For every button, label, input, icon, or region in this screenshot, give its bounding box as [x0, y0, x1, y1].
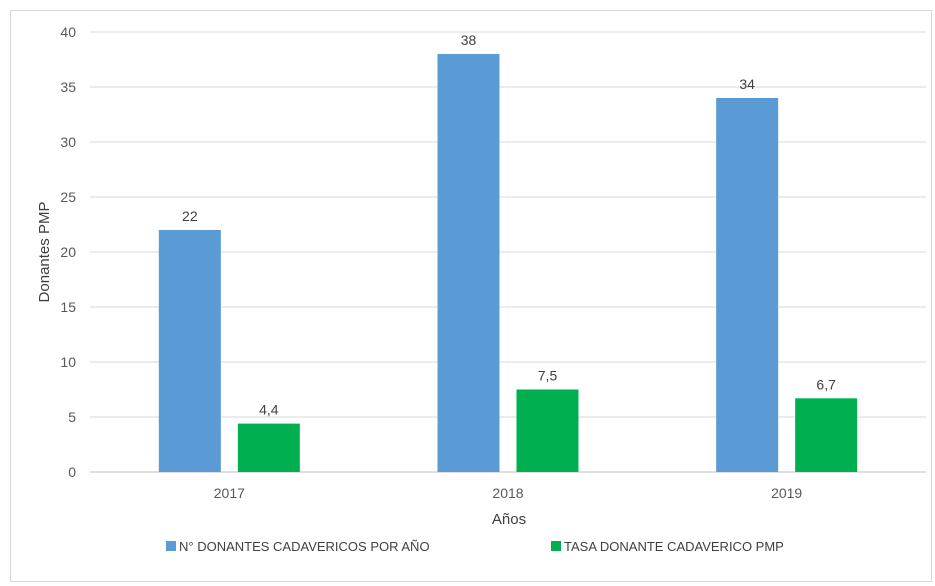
- bar[interactable]: [437, 54, 500, 472]
- x-tick-label: 2019: [771, 485, 802, 501]
- y-tick-label: 25: [60, 189, 76, 205]
- bars: [158, 54, 858, 473]
- y-tick-label: 35: [60, 79, 76, 95]
- y-tick-label: 5: [68, 409, 76, 425]
- bar-data-label: 34: [739, 76, 755, 92]
- legend[interactable]: N° DONANTES CADAVERICOS POR AÑO TASA DONA…: [166, 539, 784, 554]
- bar[interactable]: [716, 98, 779, 472]
- x-tick-label: 2018: [492, 485, 523, 501]
- bar-data-label: 6,7: [816, 376, 836, 392]
- legend-swatch: [551, 541, 561, 551]
- y-axis-ticks: 0 5 10 15 20 25 30 35 40: [60, 24, 76, 480]
- legend-entry-label: N° DONANTES CADAVERICOS POR AÑO: [179, 539, 430, 554]
- bar[interactable]: [237, 423, 300, 472]
- bar-data-label: 22: [182, 208, 198, 224]
- bar-data-label: 4,4: [259, 402, 279, 418]
- y-tick-label: 10: [60, 354, 76, 370]
- x-tick-label: 2017: [214, 485, 245, 501]
- legend-swatch: [166, 541, 176, 551]
- x-axis-title: Años: [492, 511, 526, 528]
- y-tick-label: 20: [60, 244, 76, 260]
- bar[interactable]: [516, 389, 579, 473]
- bar[interactable]: [158, 230, 221, 472]
- y-axis-title: Donantes PMP: [36, 202, 53, 303]
- y-tick-label: 0: [68, 464, 76, 480]
- bar-data-label: 38: [461, 32, 477, 48]
- y-tick-label: 40: [60, 24, 76, 40]
- data-labels: 22 4,4 38 7,5 34 6,7: [182, 32, 836, 418]
- legend-entry-label: TASA DONANTE CADAVERICO PMP: [564, 539, 784, 554]
- x-axis-ticks: 2017 2018 2019: [214, 485, 803, 501]
- gridlines: [90, 31, 926, 473]
- y-tick-label: 30: [60, 134, 76, 150]
- bar-data-label: 7,5: [538, 368, 558, 384]
- bar[interactable]: [795, 398, 858, 472]
- y-tick-label: 15: [60, 299, 76, 315]
